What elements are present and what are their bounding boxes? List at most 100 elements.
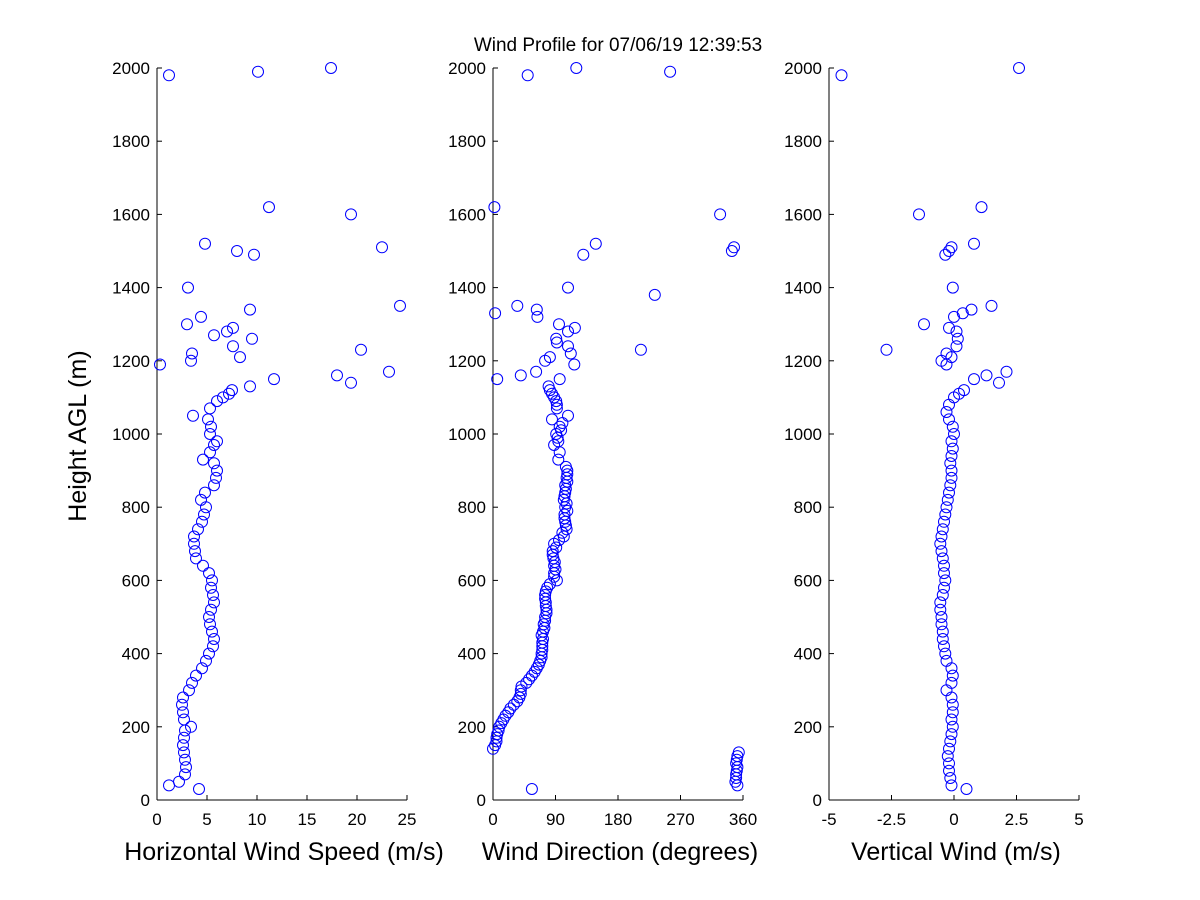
data-point: [550, 402, 563, 415]
data-point: [180, 761, 192, 774]
y-tick-label: 400: [794, 645, 822, 664]
y-tick-label: 2000: [112, 59, 150, 78]
data-point: [198, 508, 210, 521]
x-tick-label: 5: [1074, 810, 1083, 829]
data-point: [552, 453, 565, 466]
data-point: [732, 746, 745, 759]
data-point: [193, 783, 205, 795]
data-point: [570, 62, 583, 74]
data-point: [197, 453, 209, 466]
data-point: [541, 581, 554, 594]
y-tick-label: 0: [477, 791, 486, 810]
data-point: [940, 654, 953, 667]
data-point: [943, 413, 955, 426]
y-tick-label: 200: [122, 718, 150, 737]
data-point: [577, 248, 590, 261]
data-point: [1000, 365, 1013, 378]
data-point: [993, 376, 1005, 389]
data-point: [938, 581, 950, 594]
data-point: [946, 442, 959, 455]
data-point: [934, 596, 947, 609]
y-axis-label: Height AGL (m): [64, 350, 92, 521]
data-point: [934, 603, 947, 616]
data-point: [564, 347, 577, 360]
y-tick-label: 1000: [112, 425, 150, 444]
x-tick-label: 360: [729, 810, 757, 829]
data-point: [196, 515, 208, 528]
data-point: [511, 299, 524, 312]
x-tick-label: 0: [949, 810, 958, 829]
y-tick-label: 1400: [112, 279, 150, 298]
data-point: [514, 369, 527, 382]
data-point: [960, 783, 973, 795]
data-point: [186, 676, 198, 689]
data-point: [556, 526, 569, 539]
data-point: [181, 318, 193, 331]
data-point: [495, 717, 508, 730]
data-point: [491, 373, 504, 386]
data-point: [227, 340, 239, 353]
data-point: [965, 303, 978, 316]
data-point: [208, 633, 220, 645]
data-point: [945, 779, 958, 792]
y-tick-label: 600: [794, 571, 822, 590]
data-point: [178, 731, 190, 744]
data-point: [205, 581, 217, 594]
data-point: [943, 245, 955, 257]
data-point: [206, 574, 218, 587]
x-tick-label: 270: [666, 810, 694, 829]
data-point: [730, 757, 743, 770]
data-point: [206, 625, 218, 638]
data-point: [553, 318, 565, 331]
x-axis-label: Horizontal Wind Speed (m/s): [124, 838, 444, 866]
data-point: [244, 380, 256, 393]
data-point: [562, 409, 574, 422]
data-point: [199, 486, 211, 499]
data-point: [562, 281, 574, 294]
data-point: [589, 237, 602, 250]
data-point: [943, 764, 955, 777]
data-point: [208, 457, 220, 470]
data-point: [203, 567, 215, 580]
chart-panel-2: 0 200 400 600 800 1000 1200 1400 1600 1800 2000 0 90…: [448, 59, 758, 866]
data-point: [939, 574, 952, 587]
data-point: [945, 241, 958, 254]
data-point: [546, 545, 559, 558]
data-point: [207, 640, 219, 653]
data-point: [634, 343, 647, 356]
data-point: [223, 387, 235, 400]
data-point: [186, 347, 198, 360]
chart-panel-1: 0 200 400 600 800 1000 1200 1400 1600 1800 2000 0 5 1…: [64, 59, 444, 866]
data-point: [197, 559, 209, 572]
data-point: [345, 376, 357, 389]
y-tick-label: 1600: [448, 205, 486, 224]
data-point: [946, 706, 959, 719]
data-point: [936, 523, 949, 536]
x-tick-label: 2.5: [1005, 810, 1029, 829]
data-point: [934, 537, 947, 550]
y-tick-label: 0: [141, 791, 150, 810]
data-point: [951, 332, 964, 345]
data-point: [190, 669, 202, 682]
data-point: [980, 369, 993, 382]
data-point: [531, 310, 544, 323]
y-tick-label: 1800: [112, 132, 150, 151]
data-point: [940, 347, 953, 360]
data-point: [178, 713, 190, 726]
data-point: [205, 420, 217, 433]
y-tick-label: 800: [794, 498, 822, 517]
data-point: [940, 406, 953, 418]
data-point: [208, 439, 220, 451]
data-point: [546, 387, 558, 400]
data-point: [546, 413, 558, 426]
data-point: [248, 248, 260, 261]
x-axis-label: Vertical Wind (m/s): [851, 838, 1061, 866]
x-tick-label: 0: [488, 810, 497, 829]
data-point: [345, 208, 357, 221]
chart-panel-3: 0 200 400 600 800 1000 1200 1400 1600 1800 2000 -5 -…: [784, 59, 1084, 866]
data-point: [944, 772, 957, 784]
data-point: [176, 698, 188, 711]
data-point: [835, 69, 848, 82]
data-point: [945, 676, 958, 689]
data-point: [944, 479, 957, 492]
